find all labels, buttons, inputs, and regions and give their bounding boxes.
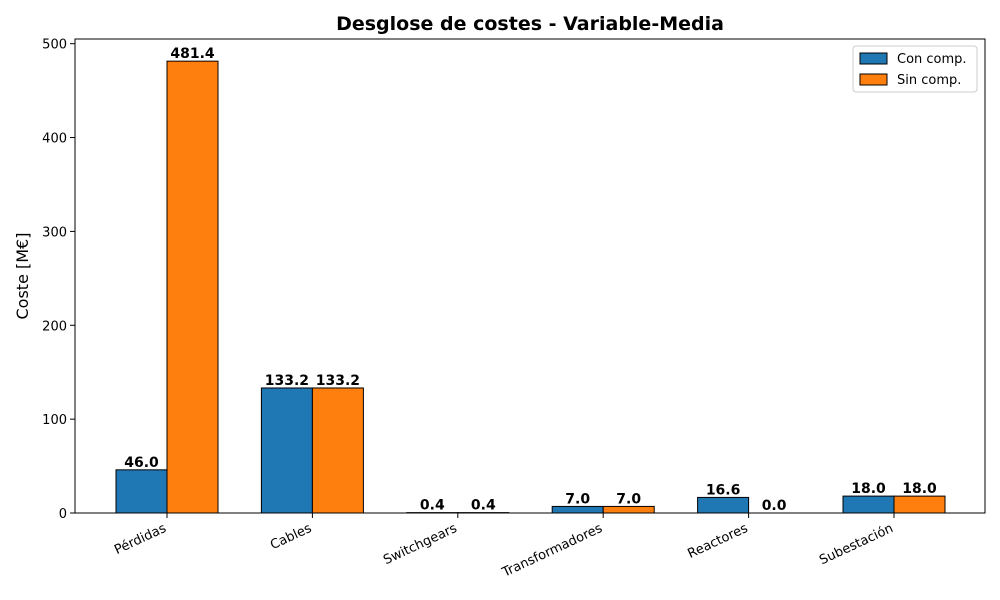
x-tick-label: Switchgears xyxy=(381,521,459,568)
legend: Con comp. Sin comp. xyxy=(852,45,978,93)
bar-con-comp-1 xyxy=(260,387,313,514)
plot-area-frame xyxy=(74,38,986,514)
y-tick-label: 300 xyxy=(42,225,67,240)
y-tick-label: 100 xyxy=(42,413,67,428)
bar-value-label: 0.4 xyxy=(471,498,496,514)
x-tick-label: Reactores xyxy=(686,521,751,562)
bar-value-label: 481.4 xyxy=(170,46,215,62)
chart-title: Desglose de costes - Variable-Media xyxy=(336,13,724,35)
bars-group xyxy=(115,60,946,514)
y-tick-label: 500 xyxy=(42,38,67,53)
y-axis-ticks: 0 100 200 300 400 500 xyxy=(42,38,75,522)
x-tick-label: Pérdidas xyxy=(112,521,169,558)
bar-labels-group: 46.0 481.4 133.2 133.2 0.4 0.4 7.0 7.0 16.6 0.0 18… xyxy=(124,46,937,514)
bar-value-label: 16.6 xyxy=(706,482,741,498)
bar-value-label: 7.0 xyxy=(616,491,641,507)
y-tick-label: 400 xyxy=(42,132,67,147)
y-tick-label: 200 xyxy=(42,319,67,334)
x-axis-ticks: Pérdidas Cables Switchgears Transformadores… xyxy=(112,513,896,581)
bar-con-comp-0 xyxy=(115,469,168,514)
bar-sin-comp-5 xyxy=(893,495,946,514)
bar-value-label: 18.0 xyxy=(851,481,886,497)
legend-label: Con comp. xyxy=(897,52,967,67)
bar-value-label: 0.4 xyxy=(420,498,445,514)
x-tick-label: Subestación xyxy=(817,521,895,568)
bar-value-label: 18.0 xyxy=(902,481,937,497)
legend-label: Sin comp. xyxy=(897,73,961,88)
y-axis-label: Coste [M€] xyxy=(13,233,32,320)
y-tick-label: 0 xyxy=(59,507,67,522)
bar-sin-comp-1 xyxy=(311,387,364,514)
legend-swatch xyxy=(859,73,888,86)
bar-sin-comp-0 xyxy=(166,60,219,514)
x-tick-label: Transformadores xyxy=(499,521,605,581)
bar-value-label: 0.0 xyxy=(762,498,787,514)
bar-value-label: 46.0 xyxy=(124,455,159,471)
bar-con-comp-4 xyxy=(697,496,750,514)
bar-con-comp-5 xyxy=(842,495,895,514)
bar-value-label: 133.2 xyxy=(316,373,360,389)
legend-swatch xyxy=(859,52,888,65)
x-tick-label: Cables xyxy=(268,521,314,553)
bar-value-label: 133.2 xyxy=(265,373,309,389)
bar-value-label: 7.0 xyxy=(565,491,590,507)
